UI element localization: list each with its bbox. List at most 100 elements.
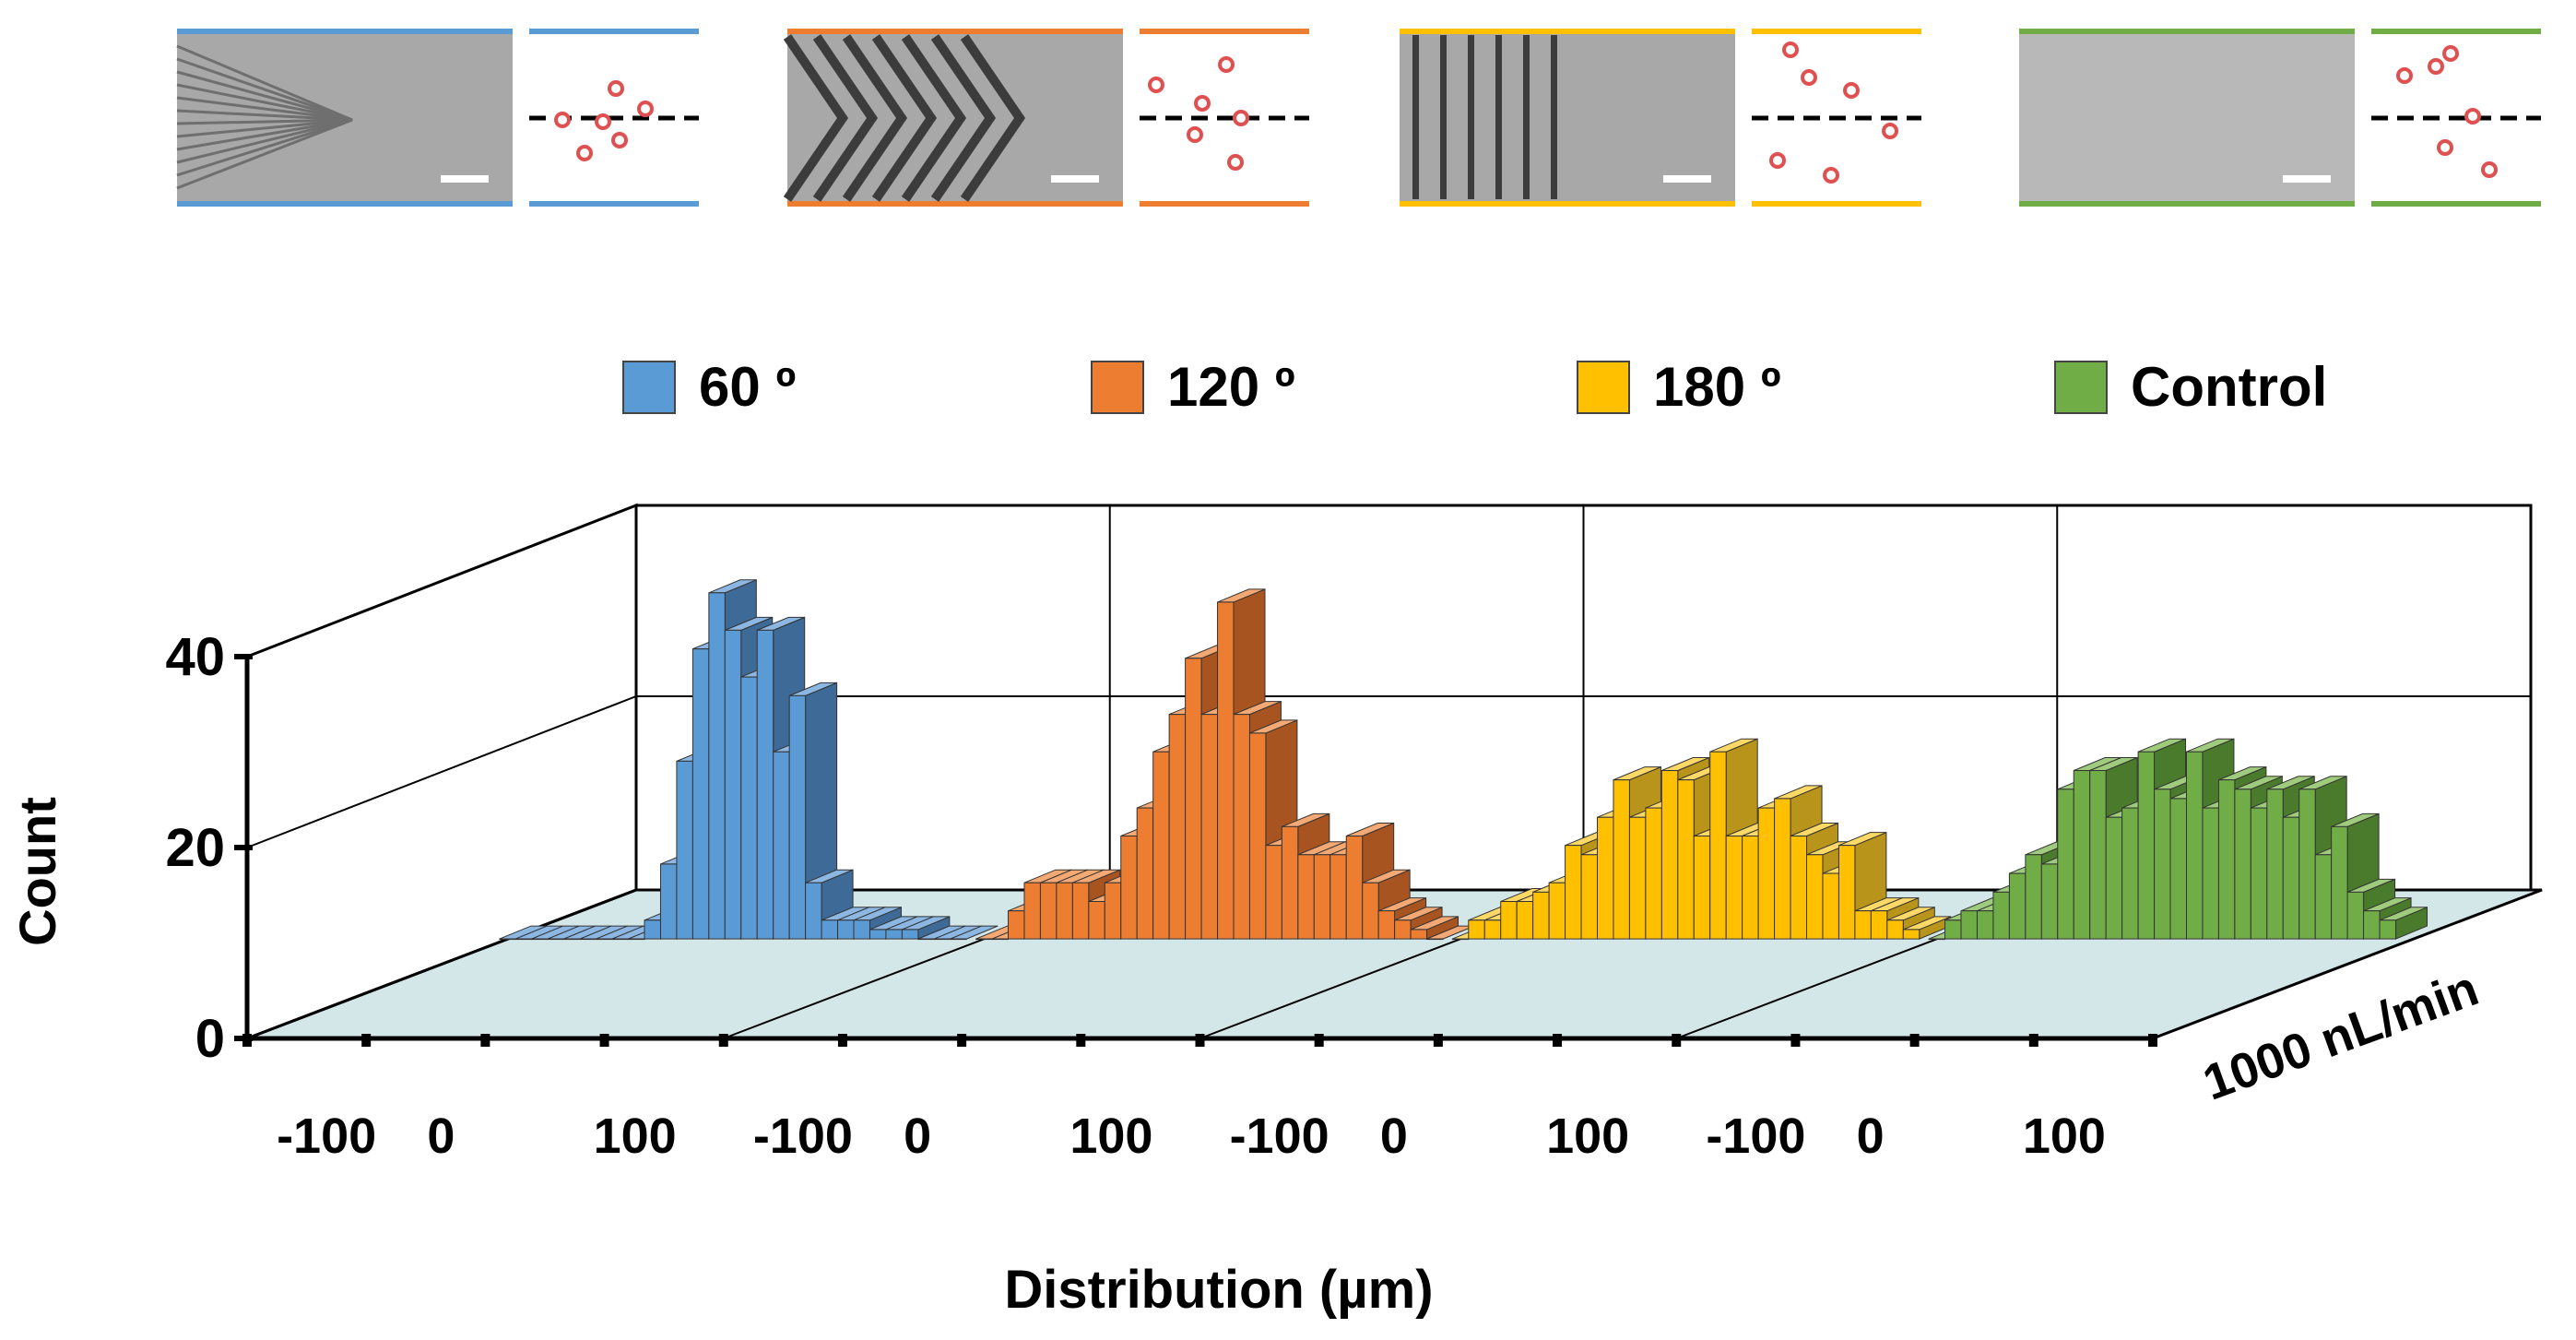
schematic-border: [1752, 201, 1921, 207]
bar: [885, 929, 903, 940]
bar: [1136, 807, 1154, 940]
y-tick-label: 40: [165, 627, 225, 687]
bar: [1837, 845, 1856, 940]
bar: [1362, 882, 1379, 940]
groove: [1468, 35, 1474, 199]
x-tick: [957, 1034, 967, 1047]
bar: [2073, 770, 2091, 940]
bar: [2057, 789, 2074, 940]
bar: [691, 648, 710, 940]
groove: [176, 118, 353, 151]
bar: [563, 938, 581, 941]
y-tick-label: 0: [195, 1009, 225, 1069]
bar: [991, 938, 1010, 941]
x-tick-label: 100: [2023, 1109, 2106, 1164]
particle: [2428, 58, 2444, 75]
x-tick-label: -100: [1706, 1109, 1805, 1164]
x-tick: [1314, 1034, 1324, 1047]
bar: [1281, 825, 1299, 940]
x-tick: [1195, 1034, 1205, 1047]
bar: [1410, 929, 1428, 940]
bar: [547, 938, 565, 941]
bar: [2298, 789, 2316, 940]
particle: [608, 80, 624, 97]
bar: [2105, 816, 2123, 940]
particle: [1882, 123, 1898, 139]
x-tick: [2148, 1034, 2157, 1047]
groove: [1495, 35, 1502, 199]
bar: [1709, 751, 1727, 940]
bar: [1677, 779, 1695, 940]
bar: [1580, 854, 1599, 940]
micrograph-0: [176, 29, 699, 207]
legend-swatch: [2054, 361, 2108, 414]
schematic-border: [2371, 29, 2541, 34]
bar: [514, 938, 533, 941]
bars: [499, 579, 2428, 941]
x-tick: [242, 1034, 252, 1047]
legend-swatch: [622, 361, 676, 414]
schematic-border: [1752, 29, 1921, 34]
bar: [1548, 882, 1566, 940]
groove: [1440, 35, 1447, 199]
schematic-border: [529, 201, 699, 207]
bar: [1790, 836, 1808, 940]
bar: [1870, 910, 1888, 940]
groove: [1523, 35, 1530, 199]
particle: [2442, 45, 2459, 62]
bar: [1185, 658, 1202, 940]
bar: [1313, 854, 1331, 940]
bar: [1426, 938, 1444, 941]
x-tick-label: 0: [904, 1109, 931, 1164]
scale-bar: [1051, 175, 1099, 183]
bar: [917, 938, 935, 941]
schematic-border: [1140, 29, 1309, 34]
bar: [2169, 798, 2187, 940]
legend-label: 180 º: [1653, 356, 1781, 418]
bar: [1613, 779, 1630, 940]
bar: [1168, 714, 1187, 940]
channel-border: [2019, 201, 2355, 207]
particle: [1823, 167, 1839, 184]
x-tick: [2028, 1034, 2038, 1047]
x-tick-label: 100: [594, 1109, 677, 1164]
bar: [1039, 882, 1058, 940]
bar: [2089, 770, 2107, 940]
x-tick-label: -100: [277, 1109, 376, 1164]
bar: [1120, 836, 1138, 940]
groove: [176, 83, 353, 122]
bar: [1944, 919, 1962, 940]
scale-bar: [1663, 175, 1711, 183]
bar: [1565, 845, 1582, 940]
x-tick: [599, 1034, 609, 1047]
series-3: [1928, 738, 2428, 941]
bar: [1468, 919, 1485, 940]
channel-border: [1400, 29, 1735, 34]
series-0: [499, 579, 998, 941]
bar: [611, 938, 630, 941]
groove: [901, 34, 967, 202]
groove: [176, 118, 353, 177]
micrograph-3: [2019, 29, 2541, 207]
x-tick: [837, 1034, 847, 1047]
x-tick: [1790, 1034, 1801, 1047]
y-axis-title: Count: [8, 797, 66, 946]
groove: [176, 118, 353, 164]
bar: [1597, 816, 1614, 940]
legend-label: Control: [2131, 356, 2327, 418]
groove: [1412, 35, 1419, 199]
bar: [2040, 863, 2059, 940]
channel-border: [177, 201, 513, 207]
bar: [1774, 798, 1791, 940]
particle: [1148, 77, 1164, 93]
series-2: [1451, 738, 1952, 941]
x-tick: [1909, 1034, 1920, 1047]
bar: [950, 938, 967, 941]
bar: [628, 938, 645, 941]
bar: [1628, 816, 1647, 940]
x-tick: [718, 1034, 728, 1047]
groove: [176, 96, 353, 122]
schematic-border: [2371, 201, 2541, 207]
particle: [576, 145, 593, 161]
side-gridline-20: [246, 695, 637, 848]
